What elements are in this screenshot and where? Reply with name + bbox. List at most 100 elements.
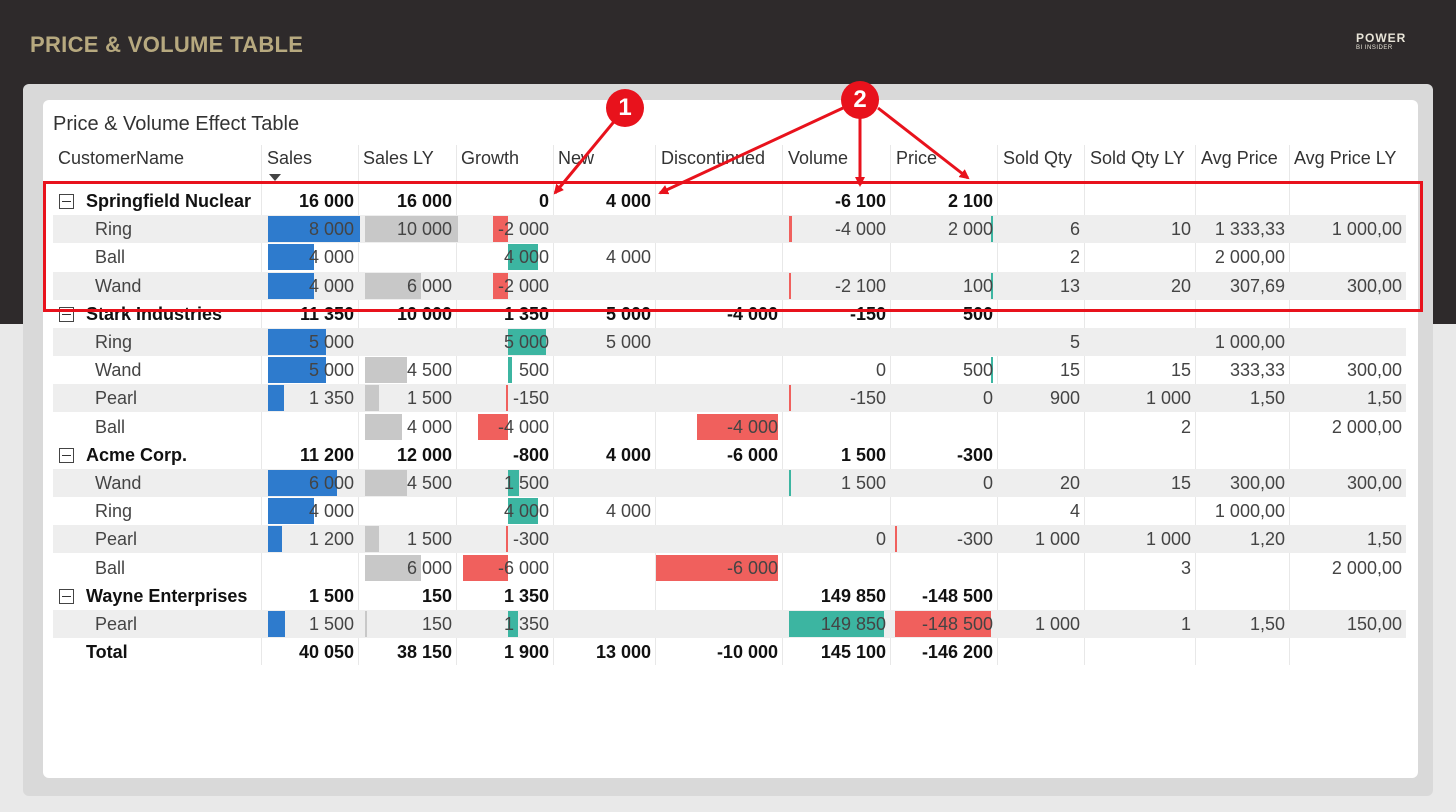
- cell-volume: 145 100: [820, 642, 886, 663]
- cell-sales: 1 500: [308, 585, 354, 606]
- sales-data-bar: [268, 470, 337, 496]
- column-header-sales-ly[interactable]: Sales LY: [363, 148, 434, 168]
- cell-name: Acme Corp.: [86, 444, 188, 465]
- product-row[interactable]: Pearl 1 200 1 500 -300 0 -300 1 000 1 000 1,20 1,…: [53, 525, 1406, 554]
- cell-growth: -2 000: [497, 275, 549, 296]
- product-row[interactable]: Wand 5 000 4 500 500 0 500 15 15 333,33 300,00: [53, 356, 1406, 384]
- column-header-sold-qty-ly[interactable]: Sold Qty LY: [1090, 148, 1185, 168]
- cell-name: Wand: [95, 360, 142, 381]
- product-row[interactable]: Wand 6 000 4 500 1 500 1 500 0 20 15 300,00 300,0…: [53, 469, 1406, 497]
- volume-data-bar: [789, 272, 791, 299]
- sales-data-bar: [268, 385, 284, 412]
- customer-group-row[interactable]: Springfield Nuclear 16 000 16 000 0 4 000 -6 …: [53, 187, 1406, 215]
- cell-disc: [656, 384, 778, 412]
- column-header-price[interactable]: Price: [896, 148, 938, 168]
- cell-name: Wayne Enterprises: [86, 585, 248, 606]
- cell-volume: 0: [875, 529, 886, 550]
- product-row[interactable]: Ball 6 000 -6 000 -6 000 3 2 000,00: [53, 554, 1406, 582]
- cell-price: [891, 497, 993, 525]
- cell-avg-ly: [1290, 638, 1402, 666]
- collapse-icon[interactable]: [59, 447, 74, 463]
- product-row[interactable]: Ring 5 000 5 000 5 000 5 1 000,00: [53, 328, 1406, 356]
- cell-sales-ly: 4 500: [406, 360, 452, 381]
- growth-data-bar: [478, 413, 508, 440]
- cell-name: Pearl: [95, 388, 138, 409]
- customer-group-row[interactable]: Wayne Enterprises 1 500 150 1 350 149 850 -14…: [53, 582, 1406, 610]
- cell-name: Ring: [95, 219, 133, 240]
- collapse-icon[interactable]: [59, 194, 74, 209]
- cell-avg-ly: 150,00: [1346, 614, 1402, 634]
- cell-qty: 1 000: [1034, 614, 1080, 634]
- cell-sales-ly: 16 000: [396, 191, 452, 211]
- cell-avg: 1 333,33: [1214, 219, 1285, 240]
- product-row[interactable]: Pearl 1 350 1 500 -150 -150 0 900 1 000 1,50 1,50: [53, 384, 1406, 413]
- cell-price: -300: [956, 444, 993, 465]
- cell-qty-ly: 3: [1180, 557, 1191, 578]
- cell-qty-ly: 1 000: [1145, 529, 1191, 550]
- price-data-bar: [991, 216, 993, 243]
- volume-data-bar: [789, 216, 792, 243]
- product-row[interactable]: Ring 8 000 10 000 -2 000 -4 000 2 000 6 10 1 333…: [53, 215, 1406, 244]
- column-header-volume[interactable]: Volume: [788, 148, 849, 168]
- cell-avg-ly: [1290, 497, 1402, 525]
- cell-price: 500: [962, 303, 993, 324]
- cell-qty-ly: [1085, 582, 1191, 610]
- cell-qty-ly: 2: [1180, 416, 1191, 437]
- cell-sales: 5 000: [308, 332, 354, 352]
- brand-logo: POWER BI INSIDER: [1356, 32, 1406, 52]
- cell-volume: -150: [849, 303, 886, 324]
- sales-data-bar: [268, 357, 326, 384]
- column-header-new[interactable]: New: [558, 148, 595, 168]
- cell-qty-ly: 10: [1170, 219, 1191, 240]
- cell-price: -300: [956, 529, 993, 550]
- cell-disc: [656, 525, 778, 553]
- cell-name: Ball: [95, 416, 126, 437]
- column-header-avg-price-ly[interactable]: Avg Price LY: [1294, 148, 1397, 168]
- cell-price: 0: [982, 473, 993, 493]
- growth-data-bar: [463, 554, 508, 581]
- product-row[interactable]: Wand 4 000 6 000 -2 000 -2 100 100 13 20 307,69 3…: [53, 271, 1406, 300]
- cell-avg-ly: 2 000,00: [1331, 557, 1402, 578]
- cell-sales: 1 350: [308, 388, 354, 409]
- sales-ly-data-bar: [365, 611, 367, 637]
- column-header-sold-qty[interactable]: Sold Qty: [1003, 148, 1073, 168]
- column-header-discontinued[interactable]: Discontinued: [661, 148, 766, 168]
- cell-sales-ly: 12 000: [396, 444, 452, 465]
- cell-new: 4 000: [605, 444, 651, 465]
- cell-price: -146 200: [921, 642, 993, 663]
- cell-disc: [656, 469, 778, 497]
- volume-data-bar: [789, 385, 791, 412]
- cell-qty: [998, 582, 1080, 610]
- column-header-customername[interactable]: CustomerName: [58, 148, 185, 168]
- sales-ly-data-bar: [365, 357, 407, 384]
- cell-sales: 1 200: [308, 529, 354, 550]
- total-row[interactable]: Total 40 050 38 150 1 900 13 000 -10 000 145 1…: [53, 638, 1406, 666]
- collapse-icon[interactable]: [59, 588, 74, 604]
- cell-avg: [1196, 413, 1285, 441]
- cell-volume: 1 500: [840, 444, 886, 465]
- cell-growth: 4 000: [503, 247, 549, 268]
- cell-price: [891, 413, 993, 441]
- product-row[interactable]: Ball 4 000 4 000 4 000 2 2 000,00: [53, 243, 1406, 271]
- cell-growth: 1 900: [503, 642, 549, 663]
- cell-volume: 149 850: [820, 614, 886, 634]
- product-row[interactable]: Ball 4 000 -4 000 -4 000 2 2 000,00: [53, 413, 1406, 441]
- cell-avg: 1 000,00: [1214, 501, 1285, 522]
- sort-descending-icon[interactable]: [269, 174, 281, 181]
- product-row[interactable]: Pearl 1 500 150 1 350 149 850 -148 500 1 000 1 1…: [53, 610, 1406, 638]
- cell-sales-ly: [359, 328, 452, 356]
- column-header-sales[interactable]: Sales: [267, 148, 313, 168]
- customer-group-row[interactable]: Acme Corp. 11 200 12 000 -800 4 000 -6 000 1 5…: [53, 441, 1406, 469]
- column-header-avg-price[interactable]: Avg Price: [1201, 148, 1278, 168]
- cell-volume: 1 500: [840, 473, 886, 493]
- cell-price: [891, 328, 993, 356]
- column-header-growth[interactable]: Growth: [461, 148, 520, 168]
- cell-qty: [998, 413, 1080, 441]
- cell-avg-ly: [1290, 441, 1402, 469]
- disc-data-bar: [656, 554, 778, 581]
- report-title: PRICE & VOLUME TABLE: [30, 32, 304, 57]
- cell-qty: 5: [1069, 332, 1080, 352]
- product-row[interactable]: Ring 4 000 4 000 4 000 4 1 000,00: [53, 497, 1406, 525]
- growth-data-bar: [508, 357, 512, 384]
- cell-qty: 20: [1059, 473, 1080, 493]
